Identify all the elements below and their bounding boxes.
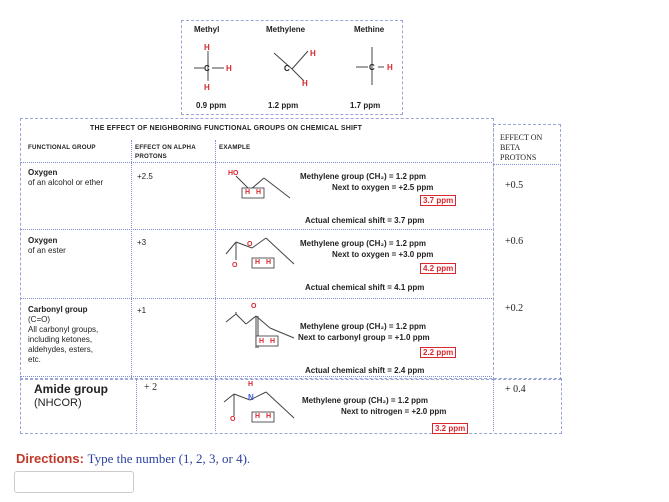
- row1-h1: H: [245, 189, 251, 196]
- methine-c: C: [369, 63, 375, 72]
- row1-result: 3.7 ppm: [420, 195, 457, 206]
- methyl-h-right: H: [226, 64, 232, 73]
- row4-o: O: [230, 416, 236, 423]
- answer-input[interactable]: [14, 471, 134, 493]
- row3-o: O: [251, 303, 257, 310]
- methyl-c: C: [204, 64, 210, 73]
- row1-line2: Next to oxygen = +2.5 ppm: [332, 183, 434, 192]
- methylene-label: Methylene: [266, 25, 306, 34]
- col-header-group: FUNCTIONAL GROUP: [28, 144, 96, 151]
- row4-alpha: + 2: [144, 382, 158, 393]
- row4-h1: H: [255, 413, 261, 420]
- row1-line1: Methylene group (CH₂) = 1.2 ppm: [300, 172, 427, 181]
- row3-line1: Methylene group (CH₂) = 1.2 ppm: [300, 322, 427, 331]
- col-header-beta-2: BETA: [500, 143, 521, 152]
- col-header-alpha-2: PROTONS: [135, 153, 167, 160]
- row3-name: Carbonyl group: [28, 305, 88, 314]
- amide-divider-beta: [493, 379, 494, 431]
- row1-alpha: +2.5: [137, 172, 153, 181]
- row3-h2: H: [270, 338, 276, 345]
- row4-beta: + 0.4: [505, 384, 526, 395]
- methyl-shift: 0.9 ppm: [196, 101, 227, 110]
- row4-h-top: H: [248, 381, 254, 388]
- amide-divider-example: [215, 379, 216, 431]
- row3-molecule: [225, 312, 295, 348]
- row4-name: Amide group: [34, 382, 108, 396]
- row4-h2: H: [266, 413, 272, 420]
- methine-h: H: [387, 63, 393, 72]
- table-title: THE EFFECT OF NEIGHBORING FUNCTIONAL GRO…: [90, 125, 363, 132]
- row2-o2: O: [232, 262, 238, 269]
- methyl-label: Methyl: [194, 25, 220, 34]
- row4-line1: Methylene group (CH₂) = 1.2 ppm: [302, 396, 429, 405]
- beta-divider-0: [493, 164, 559, 165]
- methine-label: Methine: [354, 25, 385, 34]
- row3-desc3: including ketones,: [28, 335, 93, 344]
- row1-ho: HO: [228, 170, 239, 177]
- row3-h1: H: [259, 338, 265, 345]
- methylene-structure: [273, 50, 309, 82]
- row2-line1: Methylene group (CH₂) = 1.2 ppm: [300, 239, 427, 248]
- row3-actual: Actual chemical shift = 2.4 ppm: [305, 366, 425, 375]
- row3-desc: (C=O): [28, 315, 50, 324]
- row4-n: N: [248, 393, 254, 402]
- row3-result: 2.2 ppm: [420, 347, 457, 358]
- row2-line2: Next to oxygen = +3.0 ppm: [332, 250, 434, 259]
- row3-desc5: etc.: [28, 355, 41, 364]
- row2-beta: +0.6: [505, 236, 524, 247]
- col-header-example: EXAMPLE: [219, 144, 251, 151]
- methyl-structure: [194, 51, 224, 81]
- row1-beta: +0.5: [505, 180, 524, 191]
- methine-structure: [356, 47, 384, 85]
- row-divider-2: [20, 298, 492, 299]
- row2-result: 4.2 ppm: [420, 263, 457, 274]
- row2-molecule: [225, 237, 295, 269]
- row1-molecule: [235, 175, 291, 199]
- methylene-h-bottom: H: [302, 79, 308, 88]
- row1-h2: H: [256, 189, 262, 196]
- row3-line2: Next to carbonyl group = +1.0 ppm: [298, 333, 430, 342]
- methyl-h-top: H: [204, 43, 210, 52]
- directions-text: Type the number (1, 2, 3, or 4).: [87, 451, 251, 466]
- row4-desc: (NHCOR): [34, 397, 82, 409]
- row4-result: 3.2 ppm: [432, 423, 469, 434]
- row1-actual: Actual chemical shift = 3.7 ppm: [305, 216, 425, 225]
- row3-beta: +0.2: [505, 303, 524, 314]
- row4-line2: Next to nitrogen = +2.0 ppm: [341, 407, 447, 416]
- methine-shift: 1.7 ppm: [350, 101, 381, 110]
- directions: Directions: Type the number (1, 2, 3, or…: [16, 451, 250, 467]
- row2-actual: Actual chemical shift = 4.1 ppm: [305, 283, 425, 292]
- row3-desc2: All carbonyl groups,: [28, 325, 99, 334]
- directions-label: Directions:: [16, 451, 84, 466]
- row3-desc4: aldehydes, esters,: [28, 345, 93, 354]
- row2-h2: H: [266, 259, 272, 266]
- top-panel: Methyl Methylene Methine H C H H H C H C…: [181, 20, 403, 115]
- row-divider-0: [20, 162, 492, 163]
- row2-desc: of an ester: [28, 246, 66, 255]
- methylene-c: C: [284, 64, 290, 73]
- row2-alpha: +3: [137, 238, 147, 247]
- row2-o1: O: [247, 241, 253, 248]
- row2-name: Oxygen: [28, 236, 58, 245]
- row3-alpha: +1: [137, 306, 147, 315]
- row2-h1: H: [255, 259, 261, 266]
- row1-name: Oxygen: [28, 168, 58, 177]
- beta-column: [493, 124, 561, 380]
- amide-divider-alpha: [136, 379, 137, 431]
- amide-row: [20, 378, 562, 434]
- methylene-h-top: H: [310, 49, 316, 58]
- row4-molecule: [223, 391, 295, 423]
- row1-desc: of an alcohol or ether: [28, 178, 104, 187]
- divider-alpha: [131, 140, 132, 378]
- col-header-beta-3: PROTONS: [500, 153, 537, 162]
- methyl-h-bottom: H: [204, 83, 210, 92]
- row-divider-1: [20, 229, 492, 230]
- methylene-shift: 1.2 ppm: [268, 101, 299, 110]
- row-divider-3: [20, 376, 492, 377]
- col-header-beta-1: EFFECT ON: [500, 133, 543, 142]
- divider-example: [215, 140, 216, 378]
- col-header-alpha-1: EFFECT ON ALPHA: [135, 144, 196, 151]
